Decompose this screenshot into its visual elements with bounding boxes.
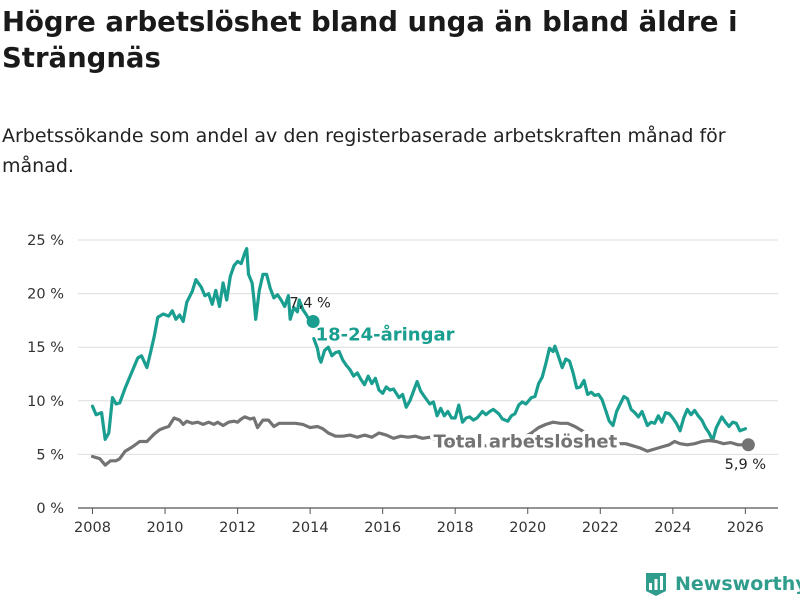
series-annotation-halo: Total arbetslöshet [433, 432, 617, 453]
y-tick-label: 0 % [36, 501, 64, 517]
newsworthy-logo: Newsworthy [644, 570, 800, 598]
x-tick-label: 2022 [582, 520, 619, 536]
series-line [90, 247, 312, 441]
series-line [90, 415, 747, 467]
x-tick-label: 2026 [727, 520, 764, 536]
series-line [312, 337, 747, 443]
series-end-point [741, 438, 755, 452]
x-tick-label: 2016 [364, 520, 401, 536]
series-annotation: 18-24-åringar [316, 323, 455, 345]
y-tick-label: 5 % [36, 447, 64, 463]
x-tick-label: 2024 [654, 520, 691, 536]
series-end-value-label: 7,4 % [289, 295, 330, 311]
labels: 7,4 % 5,9 % 18-24-åringar Total arbetslöshe… [289, 295, 766, 472]
chart-title: Högre arbetslöshet bland unga än bland ä… [2, 6, 738, 74]
y-tick-label: 20 % [27, 287, 64, 303]
x-tick-label: 2020 [509, 520, 546, 536]
y-tick-label: 15 % [27, 340, 64, 356]
grid-lines [78, 239, 778, 509]
x-tick-label: 2018 [437, 520, 474, 536]
series-annotation: Total arbetslöshet [433, 432, 617, 453]
bar-chart-logo-icon [646, 573, 666, 596]
x-tick-label: 2010 [147, 520, 184, 536]
chart-subtitle: Arbetssökande som andel av den registerb… [2, 125, 726, 177]
series-lines [90, 247, 747, 467]
y-tick-label: 10 % [27, 394, 64, 410]
series-end-value-label: 5,9 % [725, 457, 766, 473]
x-tick-label: 2012 [219, 520, 256, 536]
axes: 0 % 5 % 10 % 15 % 20 % 25 % 2008 2010 2012 2014 20… [27, 233, 764, 536]
x-tick-label: 2014 [292, 520, 329, 536]
series-end-point [306, 314, 320, 328]
x-tick-label: 2008 [74, 520, 111, 536]
y-tick-label: 25 % [27, 233, 64, 249]
brand-name: Newsworthy [675, 573, 800, 595]
